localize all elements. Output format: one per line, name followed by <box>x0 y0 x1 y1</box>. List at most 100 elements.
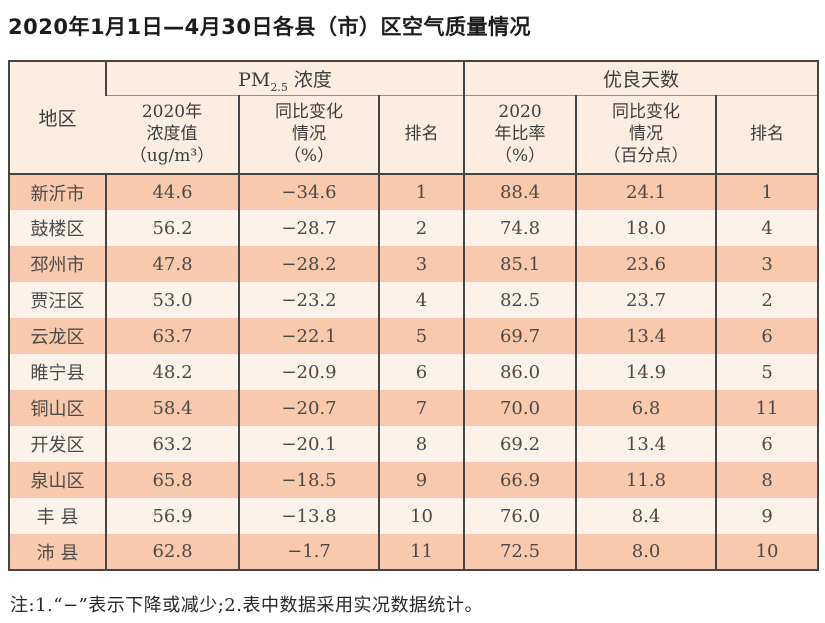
cell-pm-change: −23.2 <box>238 282 379 318</box>
cell-good-rate: 76.0 <box>463 498 577 534</box>
cell-good-rank: 3 <box>715 246 819 282</box>
cell-pm-rank: 2 <box>377 210 465 246</box>
table-body: 新沂市 44.6 −34.6 1 88.4 24.1 1 鼓楼区 56.2 −28.7 2 74.8 1… <box>9 174 819 570</box>
cell-region: 铜山区 <box>30 399 85 420</box>
table-row: 云龙区 63.7 −22.1 5 69.7 13.4 6 <box>9 318 819 354</box>
cell-pm-change: −28.2 <box>238 246 379 282</box>
cell-good-rank: 2 <box>715 282 819 318</box>
cell-pm-rank: 9 <box>377 462 465 498</box>
pm-label-prefix: PM <box>238 68 271 91</box>
page-title: 2020年1月1日—4月30日各县（市）区空气质量情况 <box>8 15 532 39</box>
cell-pm-rank: 7 <box>377 390 465 426</box>
cell-pm-value: 58.4 <box>105 390 239 426</box>
cell-good-change: 13.4 <box>575 318 717 354</box>
cell-good-change: 13.4 <box>575 426 717 462</box>
cell-good-change: 8.4 <box>575 498 717 534</box>
cell-good-rank: 5 <box>715 354 819 390</box>
cell-pm-rank: 3 <box>377 246 465 282</box>
table-row: 丰 县 56.9 −13.8 10 76.0 8.4 9 <box>9 498 819 534</box>
cell-pm-value: 56.2 <box>105 210 239 246</box>
cell-region: 睢宁县 <box>30 363 85 384</box>
cell-pm-rank: 1 <box>377 174 465 210</box>
header-line: 2020 <box>498 102 542 123</box>
cell-good-rank: 6 <box>715 318 819 354</box>
column-header-region: 地区 <box>9 61 106 175</box>
cell-good-rank: 10 <box>715 534 819 570</box>
cell-region: 丰 县 <box>36 507 79 528</box>
cell-region: 邳州市 <box>30 255 85 276</box>
table-row: 泉山区 65.8 −18.5 9 66.9 11.8 8 <box>9 462 819 498</box>
cell-region: 鼓楼区 <box>30 219 85 240</box>
header-line: 同比变化 <box>275 102 343 123</box>
cell-pm-rank: 5 <box>377 318 465 354</box>
cell-region: 贾汪区 <box>30 291 85 312</box>
cell-good-rate: 69.2 <box>463 426 577 462</box>
pm-label-subscript: 2.5 <box>270 80 288 94</box>
table-header: 地区 PM2.5 浓度 优良天数 2020年 浓度值 （ug/m³） 同比变化 … <box>9 61 819 175</box>
cell-good-rate: 72.5 <box>463 534 577 570</box>
cell-good-change: 18.0 <box>575 210 717 246</box>
column-header-good-rank: 排名 <box>715 95 819 175</box>
header-line: 情况 <box>292 124 326 145</box>
cell-good-change: 6.8 <box>575 390 717 426</box>
cell-good-rate: 82.5 <box>463 282 577 318</box>
column-header-good-change: 同比变化 情况 （百分点） <box>575 95 717 175</box>
cell-pm-value: 53.0 <box>105 282 239 318</box>
cell-pm-change: −18.5 <box>238 462 379 498</box>
table-row: 睢宁县 48.2 −20.9 6 86.0 14.9 5 <box>9 354 819 390</box>
cell-pm-change: −20.7 <box>238 390 379 426</box>
column-group-pm25: PM2.5 浓度 <box>104 61 465 96</box>
cell-region: 新沂市 <box>30 183 85 205</box>
cell-pm-rank: 10 <box>377 498 465 534</box>
cell-pm-rank: 11 <box>377 534 465 570</box>
cell-region: 沛 县 <box>36 542 79 564</box>
table-row: 铜山区 58.4 −20.7 7 70.0 6.8 11 <box>9 390 819 426</box>
header-line: （ug/m³） <box>129 146 215 167</box>
cell-good-rate: 85.1 <box>463 246 577 282</box>
cell-pm-rank: 6 <box>377 354 465 390</box>
group-header-row: 地区 PM2.5 浓度 优良天数 <box>9 61 819 175</box>
cell-good-rate: 70.0 <box>463 390 577 426</box>
header-line: （百分点） <box>603 146 689 167</box>
cell-good-rank: 11 <box>715 390 819 426</box>
header-line: （%） <box>494 146 546 167</box>
header-line: 同比变化 <box>612 102 681 123</box>
cell-pm-change: −28.7 <box>238 210 379 246</box>
table-row: 新沂市 44.6 −34.6 1 88.4 24.1 1 <box>9 174 819 210</box>
footnote: 注:1.“−”表示下降或减少;2.表中数据采用实况数据统计。 <box>10 595 483 616</box>
cell-good-change: 11.8 <box>575 462 717 498</box>
pm-label-suffix: 浓度 <box>287 68 332 91</box>
cell-good-rate: 74.8 <box>463 210 577 246</box>
cell-good-change: 23.6 <box>575 246 717 282</box>
cell-pm-value: 62.8 <box>105 534 239 570</box>
cell-pm-value: 63.2 <box>105 426 239 462</box>
column-header-pm-value: 2020年 浓度值 （ug/m³） <box>106 95 239 175</box>
cell-good-rank: 8 <box>715 462 819 498</box>
cell-good-rate: 69.7 <box>463 318 577 354</box>
column-header-good-rate: 2020 年比率 （%） <box>463 95 577 175</box>
table-row: 贾汪区 53.0 −23.2 4 82.5 23.7 2 <box>9 282 819 318</box>
cell-pm-value: 48.2 <box>105 354 239 390</box>
cell-pm-change: −13.8 <box>238 498 379 534</box>
table-row: 沛 县 62.8 −1.7 11 72.5 8.0 10 <box>9 534 819 570</box>
cell-pm-value: 56.9 <box>105 498 239 534</box>
column-group-good-days: 优良天数 <box>463 61 819 96</box>
column-header-pm-change: 同比变化 情况 （%） <box>238 95 379 175</box>
header-line: 2020年 <box>141 102 203 123</box>
cell-pm-rank: 4 <box>377 282 465 318</box>
cell-pm-change: −34.6 <box>238 174 379 210</box>
cell-good-rate: 66.9 <box>463 462 577 498</box>
cell-pm-change: −20.9 <box>238 354 379 390</box>
cell-pm-value: 63.7 <box>105 318 239 354</box>
air-quality-table: 地区 PM2.5 浓度 优良天数 2020年 浓度值 （ug/m³） 同比变化 … <box>8 60 820 571</box>
header-line: 浓度值 <box>146 124 198 145</box>
cell-good-rate: 86.0 <box>463 354 577 390</box>
cell-good-change: 24.1 <box>575 174 717 210</box>
header-line: 情况 <box>629 124 664 145</box>
table-row: 开发区 63.2 −20.1 8 69.2 13.4 6 <box>9 426 819 462</box>
table-row: 邳州市 47.8 −28.2 3 85.1 23.6 3 <box>9 246 819 282</box>
cell-region: 开发区 <box>30 435 85 456</box>
cell-good-rate: 88.4 <box>463 174 577 210</box>
cell-good-rank: 4 <box>715 210 819 246</box>
cell-pm-change: −22.1 <box>238 318 379 354</box>
